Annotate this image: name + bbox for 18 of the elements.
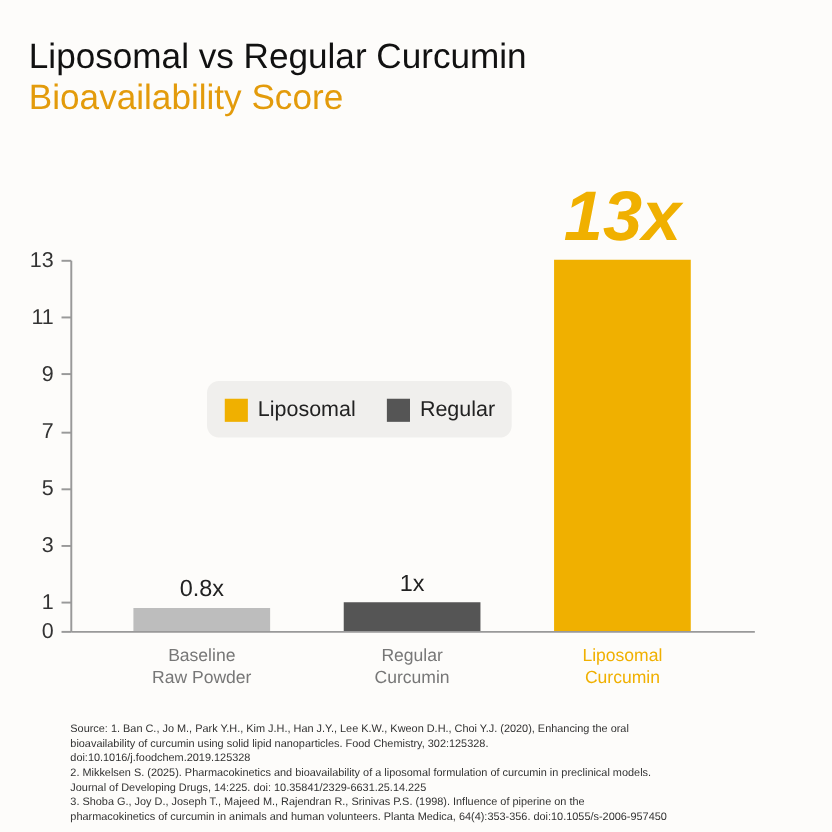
y-tick-label: 13 (29, 248, 54, 273)
x-tick-label: Regular Curcumin (374, 645, 450, 687)
chart-subtitle: Bioavailability Score (28, 77, 344, 118)
x-tick-label: Baseline Raw Powder (152, 645, 252, 687)
y-tick-label: 11 (31, 305, 54, 330)
data-label: 1x (399, 570, 425, 597)
y-tick-label: 7 (41, 419, 54, 444)
y-tick-label: 0 (41, 619, 54, 644)
y-tick-label: 3 (41, 534, 54, 559)
y-tick-label: 5 (41, 477, 54, 502)
data-label: 13x (563, 178, 684, 257)
legend-label: Liposomal (257, 398, 356, 423)
legend-label: Regular (419, 398, 496, 423)
x-tick-label: Liposomal Curcumin (582, 645, 663, 687)
y-tick-label: 9 (41, 362, 54, 387)
chart-title: Liposomal vs Regular Curcumin (28, 36, 527, 77)
data-label: 0.8x (179, 576, 225, 603)
y-tick-label: 1 (41, 591, 54, 616)
